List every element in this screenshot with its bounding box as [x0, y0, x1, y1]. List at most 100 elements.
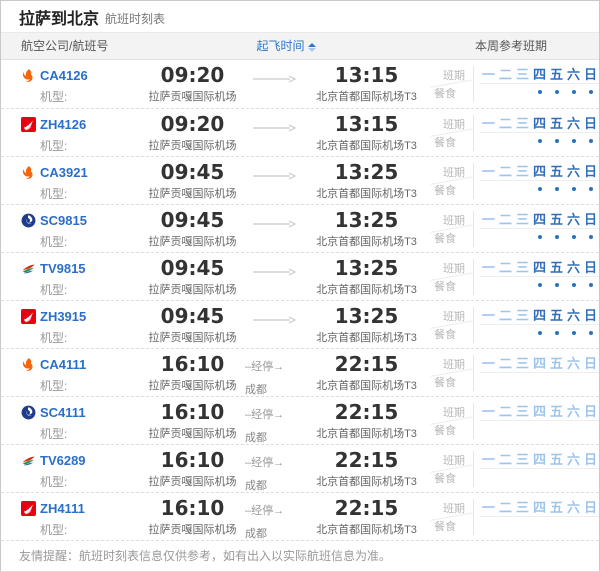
schedule-day: 二: [498, 451, 512, 467]
departure-block: 09:45 拉萨贡嘎国际机场: [140, 253, 245, 300]
airline-logo-tibet-airlines: [21, 261, 36, 276]
arrival-airport: 北京首都国际机场T3: [316, 90, 417, 103]
airline-cell: CA3921 机型:: [1, 157, 140, 204]
schedule-day: 三: [515, 115, 529, 131]
week-days: 一二三四五六日: [474, 66, 599, 108]
flight-number-link[interactable]: TV9815: [40, 261, 86, 277]
schedule-day: 六: [566, 259, 580, 275]
week-schedule-cell: 班期 餐食 一二三四五六日: [430, 397, 599, 444]
flight-line: SC9815: [21, 212, 140, 230]
schedule-label: 班期: [443, 118, 465, 131]
schedule-day: 六: [566, 355, 580, 371]
flight-line: SC4111: [21, 404, 140, 422]
arrival-airport: 北京首都国际机场T3: [316, 235, 417, 248]
schedule-day: 一: [481, 66, 495, 82]
flight-row: TV6289 机型: 16:10 拉萨贡嘎国际机场 –经停→ 成都 22:15 …: [1, 443, 599, 492]
meal-dot: [531, 331, 548, 336]
week-days: 一二三四五六日: [474, 499, 599, 540]
flight-line: ZH3915: [21, 308, 140, 326]
meal-dot: [531, 90, 548, 95]
departure-block: 09:45 拉萨贡嘎国际机场: [140, 157, 245, 204]
meal-dots-row: [480, 325, 599, 342]
aircraft-type-label: 机型:: [40, 522, 68, 537]
flight-line: ZH4111: [21, 500, 140, 518]
departure-block: 09:45 拉萨贡嘎国际机场: [140, 205, 245, 252]
days-row: 一二三四五六日: [480, 451, 599, 469]
week-schedule-cell: 班期 餐食 一二三四五六日: [430, 157, 599, 204]
week-days: 一二三四五六日: [474, 259, 599, 300]
flight-number-link[interactable]: CA4126: [40, 68, 88, 84]
meal-label: 餐食: [434, 424, 456, 437]
aircraft-type-label: 机型:: [40, 330, 68, 345]
departure-block: 16:10 拉萨贡嘎国际机场: [140, 493, 245, 540]
nonstop-arrow-icon: [253, 172, 296, 180]
departure-block: 09:45 拉萨贡嘎国际机场: [140, 301, 245, 348]
flight-number-link[interactable]: SC4111: [40, 405, 86, 421]
meal-dots-row: [480, 133, 599, 150]
week-schedule-cell: 班期 餐食 一二三四五六日: [430, 301, 599, 348]
aircraft-type-label: 机型:: [40, 474, 68, 489]
flight-number-link[interactable]: SC9815: [40, 213, 87, 229]
flight-number-link[interactable]: ZH4126: [40, 117, 87, 133]
departure-sort-label: 起飞时间: [256, 39, 305, 54]
flight-row: CA4111 机型: 16:10 拉萨贡嘎国际机场 –经停→ 成都 22:15 …: [1, 347, 599, 396]
flight-number-link[interactable]: CA3921: [40, 165, 88, 181]
column-departure-time-sort[interactable]: 起飞时间: [141, 37, 431, 54]
flight-number-link[interactable]: ZH3915: [40, 309, 87, 325]
schedule-day: 日: [583, 499, 597, 515]
schedule-day: 六: [566, 499, 580, 515]
arrival-time: 22:15: [334, 399, 399, 424]
arrival-airport: 北京首都国际机场T3: [316, 523, 417, 536]
meal-label: 餐食: [434, 184, 456, 197]
column-week-schedule: 本周参考班期: [474, 39, 547, 54]
flight-number-link[interactable]: ZH4111: [40, 501, 85, 517]
aircraft-type-label: 机型:: [40, 378, 68, 393]
schedule-day: 二: [498, 211, 512, 227]
airline-cell: TV9815 机型:: [1, 253, 140, 300]
aircraft-type-label: 机型:: [40, 138, 68, 153]
times-cell: 16:10 拉萨贡嘎国际机场 –经停→ 成都 22:15 北京首都国际机场T3: [140, 397, 430, 444]
schedule-day: 五: [549, 451, 563, 467]
flight-number-link[interactable]: TV6289: [40, 453, 86, 469]
schedule-day: 二: [498, 499, 512, 515]
schedule-label: 班期: [443, 214, 465, 227]
week-labels: 班期 餐食: [430, 162, 474, 199]
week-schedule-cell: 班期 餐食 一二三四五六日: [430, 60, 599, 108]
schedule-day: 五: [549, 115, 563, 131]
airline-logo-shandong-airlines: [21, 213, 36, 228]
meal-label: 餐食: [434, 520, 456, 533]
schedule-label: 班期: [443, 406, 465, 419]
schedule-day: 日: [583, 355, 597, 371]
times-cell: 16:10 拉萨贡嘎国际机场 –经停→ 成都 22:15 北京首都国际机场T3: [140, 493, 430, 540]
airline-logo-shenzhen-airlines: [21, 117, 36, 133]
schedule-day: 一: [481, 451, 495, 467]
flight-number-link[interactable]: CA4111: [40, 357, 87, 373]
schedule-day: 三: [515, 451, 529, 467]
meal-dot: [582, 187, 599, 192]
schedule-day: 三: [515, 66, 529, 82]
departure-airport: 拉萨贡嘎国际机场: [148, 427, 237, 440]
times-cell: 09:45 拉萨贡嘎国际机场 –经停→ 13:25 北京首都国际机场T3: [140, 253, 430, 300]
schedule-day: 四: [532, 66, 546, 82]
meal-dot: [548, 90, 565, 95]
departure-airport: 拉萨贡嘎国际机场: [148, 331, 237, 344]
meal-dot: [548, 331, 565, 336]
airline-logo-shenzhen-airlines: [21, 309, 36, 325]
route-middle: –经停→: [245, 205, 303, 252]
meal-dots-row: [480, 373, 599, 390]
stopover-city: 成都: [245, 479, 267, 492]
airline-logo-air-china: [21, 68, 36, 83]
airline-logo-air-china: [21, 165, 36, 180]
schedule-day: 六: [566, 163, 580, 179]
departure-block: 09:20 拉萨贡嘎国际机场: [140, 60, 245, 108]
stopover-city: 成都: [245, 527, 267, 540]
airline-logo-tibet-airlines: [21, 453, 36, 468]
schedule-day: 六: [566, 211, 580, 227]
arrival-time: 13:25: [334, 255, 399, 280]
schedule-day: 五: [549, 403, 563, 419]
meal-dot: [565, 235, 582, 240]
week-days: 一二三四五六日: [474, 451, 599, 492]
aircraft-type-label: 机型:: [40, 89, 68, 104]
week-labels: 班期 餐食: [430, 210, 474, 247]
